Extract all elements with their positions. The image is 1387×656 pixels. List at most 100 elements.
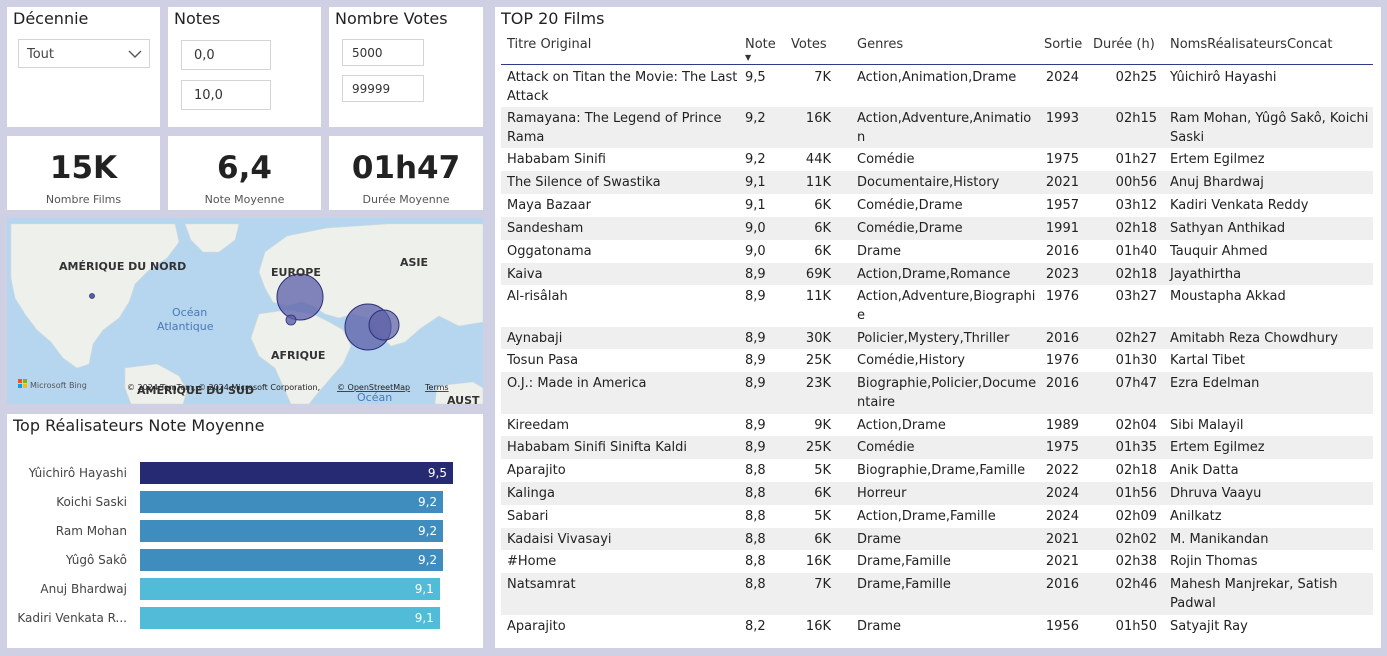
bar[interactable]: 9,1 — [140, 578, 440, 600]
notes-max-input[interactable]: 10,0 — [181, 80, 271, 110]
table-row[interactable]: Tosun Pasa 8,9 25K Comédie,History 1976 01h30… — [501, 349, 1373, 372]
map-label-ocean-2: Océan — [357, 391, 392, 404]
table-cell: 5K — [814, 463, 831, 478]
table-row[interactable]: Kireedam 8,9 9K Action,Drame 1989 02h04 Sibi M… — [501, 414, 1373, 436]
table-cell: 1956 — [1045, 619, 1079, 634]
column-header[interactable]: Votes — [791, 37, 827, 52]
table-row[interactable]: Sandesham 9,0 6K Comédie,Drame 1991 02h18 Sath… — [501, 217, 1373, 240]
table-cell: 8,2 — [745, 619, 766, 634]
sort-desc-icon[interactable]: ▼ — [745, 53, 752, 62]
notes-min-input[interactable]: 0,0 — [181, 40, 271, 70]
table-row[interactable]: Sabari 8,8 5K Action,Drame,Famille 2024 02h09… — [501, 505, 1373, 528]
table-row[interactable]: Aynabaji 8,9 30K Policier,Mystery,Thriller 2… — [501, 327, 1373, 349]
table-cell: 6K — [814, 486, 831, 501]
bar[interactable]: 9,5 — [140, 462, 453, 484]
table-row[interactable]: Kaiva 8,9 69K Action,Drame,Romance 2023 02h18… — [501, 263, 1373, 285]
table-row[interactable]: Kalinga 8,8 6K Horreur 2024 01h56 Dhruva Vaayu — [501, 482, 1373, 505]
map-bubble-turkey[interactable] — [285, 314, 297, 326]
map-label-atlantique: Atlantique — [157, 320, 214, 333]
table-cell: 2024 — [1045, 509, 1079, 524]
table-cell: Comédie,Drame — [857, 221, 963, 236]
bar-row[interactable]: Yûichirô Hayashi 9,5 — [7, 462, 477, 484]
map-bubble-europe[interactable] — [276, 273, 324, 321]
table-cell: 2022 — [1045, 463, 1079, 478]
table-row[interactable]: Hababam Sinifi Sinifta Kaldi 8,9 25K Comédi… — [501, 436, 1373, 459]
table-cell: 02h18 — [1115, 267, 1157, 282]
table-cell: 01h35 — [1115, 440, 1157, 455]
table-cell: 8,9 — [745, 331, 766, 346]
column-header[interactable]: Durée (h) — [1093, 37, 1155, 52]
bar-row[interactable]: Koichi Saski 9,2 — [7, 491, 477, 513]
table-cell: 02h18 — [1115, 221, 1157, 236]
table-cell: Ram Mohan, Yûgô Sakô, Koichi Saski — [1170, 111, 1369, 145]
table-row[interactable]: The Silence of Swastika 9,1 11K Documentair… — [501, 171, 1373, 194]
map-visual[interactable]: AMÉRIQUE DU NORD EUROPE ASIE AFRIQUE AMÉ… — [7, 218, 483, 404]
table-row[interactable]: Oggatonama 9,0 6K Drame 2016 01h40 Tauquir Ahm… — [501, 240, 1373, 263]
table-cell: 1957 — [1045, 198, 1079, 213]
table-cell: 6K — [814, 221, 831, 236]
map-label-north-america: AMÉRIQUE DU NORD — [59, 260, 186, 273]
column-header[interactable]: Sortie — [1044, 37, 1083, 52]
table-cell: Oggatonama — [507, 244, 592, 259]
votes-max-input[interactable]: 99999 — [342, 75, 424, 102]
column-header[interactable]: Genres — [857, 37, 904, 52]
table-cell: Ramayana: The Legend of Prince Rama — [507, 111, 722, 145]
map-bubble-bangladesh[interactable] — [368, 309, 400, 341]
decennie-slicer: Décennie Tout — [7, 7, 160, 127]
table-cell: Action,Drame — [857, 418, 946, 433]
bar-value-label: 9,5 — [427, 466, 447, 480]
bar-row[interactable]: Kadiri Venkata R... 9,1 — [7, 607, 477, 629]
table-row[interactable]: #Home 8,8 16K Drame,Famille 2021 02h38 Rojin T… — [501, 550, 1373, 573]
table-row[interactable]: Kadaisi Vivasayi 8,8 6K Drame 2021 02h02 M. Ma… — [501, 528, 1373, 550]
bar[interactable]: 9,2 — [140, 549, 444, 571]
map-bubble-usa[interactable] — [89, 293, 95, 299]
table-cell: Satyajit Ray — [1170, 619, 1248, 634]
decennie-dropdown[interactable]: Tout — [18, 39, 150, 68]
table-cell: Hababam Sinifi Sinifta Kaldi — [507, 440, 688, 455]
table-cell: 8,8 — [745, 577, 766, 592]
bar[interactable]: 9,2 — [140, 491, 444, 513]
table-cell: Attack on Titan the Movie: The Last Atta… — [507, 70, 738, 104]
table-cell: 9,5 — [745, 70, 766, 85]
bar-row[interactable]: Yûgô Sakô 9,2 — [7, 549, 477, 571]
bar[interactable]: 9,2 — [140, 520, 444, 542]
kpi-value: 01h47 — [351, 150, 461, 186]
table-row[interactable]: Hababam Sinifi 9,2 44K Comédie 1975 01h27 Erte… — [501, 148, 1373, 171]
table-cell: 8,9 — [745, 289, 766, 304]
table-cell: Aparajito — [507, 619, 566, 634]
bing-logo: Microsoft Bing — [18, 379, 87, 390]
table-row[interactable]: Maya Bazaar 9,1 6K Comédie,Drame 1957 03h12 Ka… — [501, 194, 1373, 217]
table-cell: Comédie,Drame — [857, 198, 963, 213]
map-terms-link[interactable]: Terms — [424, 383, 449, 392]
table-row[interactable]: Aparajito 8,2 16K Drame 1956 01h50 Satyajit Ra… — [501, 615, 1373, 638]
bar-row[interactable]: Ram Mohan 9,2 — [7, 520, 477, 542]
table-row[interactable]: Attack on Titan the Movie: The Last Atta… — [501, 66, 1373, 107]
table-cell: Drame — [857, 532, 901, 547]
column-header[interactable]: NomsRéalisateursConcat — [1170, 37, 1333, 52]
table-cell: 02h04 — [1115, 418, 1157, 433]
column-header[interactable]: Note — [745, 37, 776, 52]
bar[interactable]: 9,1 — [140, 607, 440, 629]
table-row[interactable]: O.J.: Made in America 8,9 23K Biographie,Po… — [501, 372, 1373, 414]
map-osm-link[interactable]: © OpenStreetMap — [337, 383, 410, 392]
table-row[interactable]: Al-risâlah 8,9 11K Action,Adventure,Biograp… — [501, 285, 1373, 327]
table-cell: Anuj Bhardwaj — [1170, 175, 1264, 190]
table-row[interactable]: Ramayana: The Legend of Prince Rama 9,2 16… — [501, 107, 1373, 148]
table-cell: 16K — [805, 554, 831, 569]
column-header[interactable]: Titre Original — [507, 37, 592, 52]
table-cell: 44K — [805, 152, 831, 167]
kpi-value: 15K — [49, 150, 118, 186]
world-map[interactable]: AMÉRIQUE DU NORD EUROPE ASIE AFRIQUE AMÉ… — [7, 218, 483, 404]
map-label-europe: EUROPE — [271, 266, 321, 279]
table-row[interactable]: Natsamrat 8,8 7K Drame,Famille 2016 02h46 Mahe… — [501, 573, 1373, 615]
table-cell: Jayathirtha — [1170, 267, 1242, 282]
bar-row[interactable]: Anuj Bhardwaj 9,1 — [7, 578, 477, 600]
table-row[interactable]: Aparajito 8,8 5K Biographie,Drame,Famille 20… — [501, 459, 1373, 482]
table-cell: 2021 — [1045, 532, 1079, 547]
table-cell: 03h12 — [1115, 198, 1157, 213]
votes-min-input[interactable]: 5000 — [342, 39, 424, 66]
table-cell: 8,8 — [745, 463, 766, 478]
table-cell: Action,Animation,Drame — [857, 70, 1017, 85]
table-cell: 30K — [805, 331, 831, 346]
table-cell: 8,9 — [745, 440, 766, 455]
